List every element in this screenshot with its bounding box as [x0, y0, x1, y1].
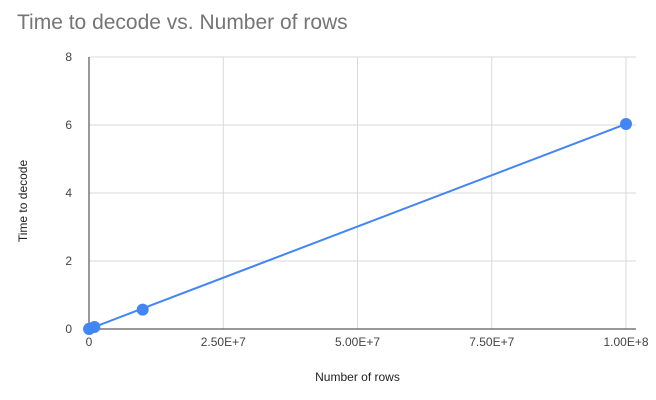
trendline — [88, 123, 627, 330]
x-tick-label: 1.00E+8 — [603, 335, 648, 349]
x-tick-label: 2.50E+7 — [201, 335, 246, 349]
x-axis-label: Number of rows — [315, 370, 400, 384]
x-tick-label: 0 — [86, 335, 93, 349]
x-tick-label: 5.00E+7 — [335, 335, 380, 349]
chart-title: Time to decode vs. Number of rows — [17, 11, 348, 34]
data-point — [620, 117, 632, 130]
data-point — [88, 320, 101, 333]
data-point — [136, 303, 149, 316]
y-tick-label: 4 — [65, 186, 72, 200]
y-tick-label: 8 — [65, 50, 72, 64]
x-tick-label: 7.50E+7 — [469, 335, 514, 349]
y-tick-label: 6 — [65, 118, 72, 132]
y-axis-label: Time to decode — [16, 160, 30, 243]
y-tick-label: 0 — [65, 322, 72, 336]
y-tick-label: 2 — [65, 254, 72, 268]
